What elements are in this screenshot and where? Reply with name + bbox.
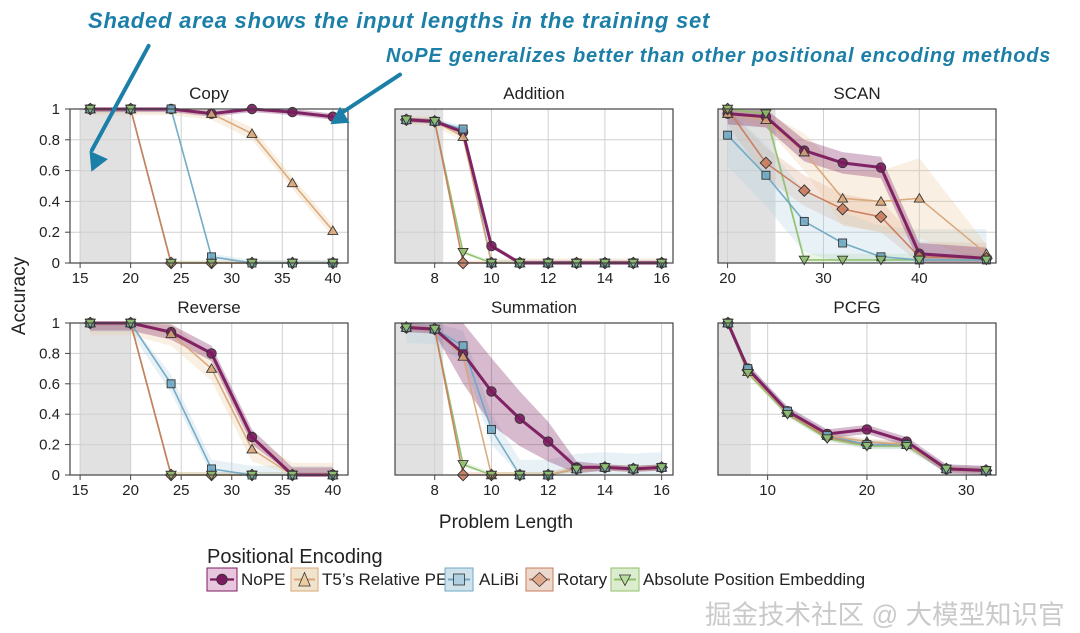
svg-text:12: 12 — [540, 270, 557, 287]
svg-text:15: 15 — [72, 482, 89, 499]
svg-text:Accuracy: Accuracy — [9, 256, 30, 335]
svg-text:0: 0 — [52, 467, 60, 484]
svg-text:40: 40 — [324, 270, 341, 287]
svg-text:15: 15 — [72, 270, 89, 287]
svg-text:20: 20 — [122, 482, 139, 499]
svg-text:Copy: Copy — [189, 84, 229, 103]
svg-text:10: 10 — [483, 270, 500, 287]
svg-text:12: 12 — [540, 482, 557, 499]
svg-text:30: 30 — [223, 482, 240, 499]
svg-text:30: 30 — [815, 270, 832, 287]
svg-text:0.4: 0.4 — [39, 406, 60, 423]
svg-text:Addition: Addition — [503, 84, 564, 103]
svg-text:Problem Length: Problem Length — [439, 512, 573, 533]
svg-text:0.2: 0.2 — [39, 437, 60, 454]
svg-text:40: 40 — [911, 270, 928, 287]
svg-text:8: 8 — [431, 270, 439, 287]
svg-text:14: 14 — [597, 270, 614, 287]
svg-text:SCAN: SCAN — [833, 84, 880, 103]
svg-text:Summation: Summation — [491, 298, 577, 317]
svg-text:20: 20 — [122, 270, 139, 287]
svg-text:8: 8 — [431, 482, 439, 499]
svg-text:40: 40 — [324, 482, 341, 499]
svg-text:14: 14 — [597, 482, 614, 499]
svg-text:16: 16 — [653, 270, 670, 287]
svg-text:0.8: 0.8 — [39, 345, 60, 362]
svg-text:20: 20 — [859, 482, 876, 499]
svg-text:PCFG: PCFG — [833, 298, 880, 317]
svg-text:0.2: 0.2 — [39, 224, 60, 241]
svg-text:1: 1 — [52, 315, 60, 332]
svg-text:0.8: 0.8 — [39, 132, 60, 149]
svg-text:25: 25 — [173, 482, 190, 499]
svg-text:30: 30 — [223, 270, 240, 287]
svg-text:0.6: 0.6 — [39, 163, 60, 180]
svg-text:10: 10 — [759, 482, 776, 499]
svg-text:0: 0 — [52, 255, 60, 272]
svg-text:25: 25 — [173, 270, 190, 287]
svg-text:0.4: 0.4 — [39, 193, 60, 210]
svg-text:35: 35 — [274, 482, 291, 499]
svg-text:30: 30 — [958, 482, 975, 499]
svg-text:20: 20 — [719, 270, 736, 287]
svg-text:16: 16 — [653, 482, 670, 499]
svg-text:35: 35 — [274, 270, 291, 287]
svg-text:Reverse: Reverse — [177, 298, 240, 317]
svg-text:1: 1 — [52, 101, 60, 118]
svg-text:0.6: 0.6 — [39, 376, 60, 393]
svg-text:10: 10 — [483, 482, 500, 499]
